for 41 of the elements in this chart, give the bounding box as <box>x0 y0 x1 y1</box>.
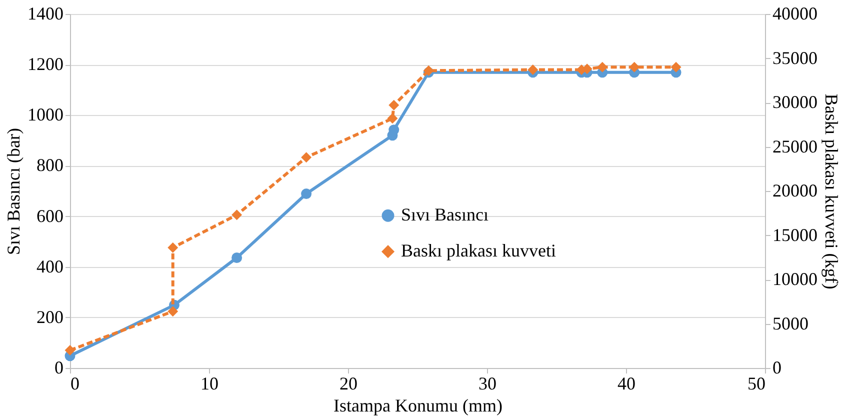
y-tick-label: 400 <box>36 256 64 276</box>
x-tick-label: 30 <box>478 374 496 394</box>
y-tick-label: 800 <box>36 155 64 176</box>
y-tick-label: 1200 <box>28 54 64 74</box>
y-axis-title: Sıvı Basıncı (bar) <box>4 128 24 255</box>
point <box>670 62 682 72</box>
x-tick-label: 50 <box>748 374 766 394</box>
point <box>629 62 640 72</box>
x-tick-label: 10 <box>200 374 218 394</box>
point <box>232 252 242 263</box>
point <box>597 62 608 72</box>
y2-tick-label: 25000 <box>772 136 818 156</box>
y-tick-label: 600 <box>36 206 64 226</box>
y2-tick-label: 15000 <box>772 224 818 245</box>
legend-label: Baskı plakası kuvveti <box>401 240 556 261</box>
point <box>387 113 398 124</box>
y-tick-label: 1000 <box>28 104 64 125</box>
y2-tick-label: 10000 <box>772 269 818 289</box>
point <box>168 242 178 253</box>
y-tick-label: 0 <box>54 358 64 378</box>
y2-tick-label: 35000 <box>772 48 818 68</box>
y2-tick-label: 40000 <box>772 4 818 24</box>
point <box>301 152 312 163</box>
x-tick-label: 0 <box>70 374 80 394</box>
point <box>528 64 538 75</box>
x-tick-label: 40 <box>618 374 636 394</box>
point <box>232 210 242 220</box>
point <box>388 100 400 110</box>
y2-tick-label: 20000 <box>772 180 818 200</box>
y-tick-label: 200 <box>36 306 64 327</box>
y-tick-label: 1400 <box>28 4 64 24</box>
legend-label: Sıvı Basıncı <box>401 204 489 225</box>
x-tick-label: 20 <box>340 374 358 394</box>
point <box>168 306 178 317</box>
x-axis-title: Istampa Konumu (mm) <box>334 396 502 416</box>
y2-tick-label: 30000 <box>772 92 818 112</box>
y2-tick-label: 5000 <box>772 313 808 334</box>
y2-axis-title: Baskı plakası kuvveti (kgf) <box>822 94 842 290</box>
point <box>64 345 76 356</box>
y2-tick-label: 0 <box>772 358 782 378</box>
point <box>301 188 312 200</box>
